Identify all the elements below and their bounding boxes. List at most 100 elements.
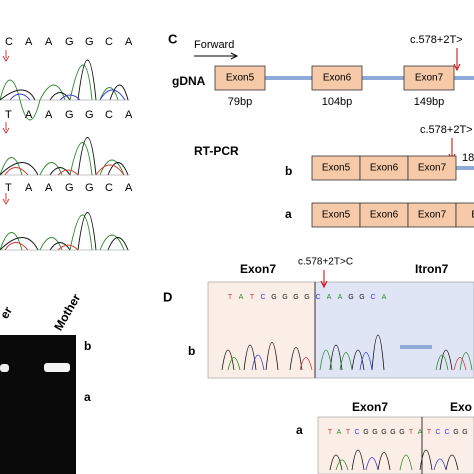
base: G	[65, 36, 74, 48]
exon-label: Exon7	[418, 210, 447, 221]
exon	[214, 65, 266, 91]
base: G	[348, 294, 353, 301]
region-label: Exon7	[240, 262, 276, 276]
base: C	[105, 109, 113, 121]
base: A	[327, 294, 332, 301]
chromatogram-d	[221, 334, 473, 371]
base: A	[125, 36, 133, 48]
mutation: c.578+2T>	[420, 124, 473, 136]
band	[0, 364, 9, 372]
panel-letter: C	[168, 31, 178, 46]
base: A	[125, 109, 133, 121]
base: G	[304, 294, 309, 301]
mutation-arrow	[320, 270, 328, 289]
gel	[0, 335, 76, 474]
base: A	[337, 429, 342, 436]
exon-size: 149bp	[414, 96, 445, 108]
base: C	[260, 294, 265, 301]
base: T	[250, 294, 255, 301]
region-label: Itron7	[415, 262, 449, 276]
exon-label: Exon6	[370, 163, 399, 174]
base: T	[5, 109, 12, 121]
row-label: b	[285, 164, 292, 178]
base: T	[346, 429, 351, 436]
exon-label: Exon6	[370, 210, 399, 221]
exon-label: Exon7	[415, 73, 444, 84]
exon-region	[317, 416, 474, 474]
exon	[455, 202, 474, 228]
row-label: b	[188, 344, 195, 358]
base: G	[372, 429, 377, 436]
chromatogram-d	[329, 449, 459, 471]
base: G	[359, 294, 364, 301]
base: C	[5, 36, 13, 48]
region-label: Exo	[450, 400, 472, 414]
base: T	[228, 294, 233, 301]
mutation-arrow	[453, 48, 461, 72]
row-label: a	[296, 423, 303, 437]
panel-letter: D	[163, 289, 172, 304]
base: C	[444, 429, 449, 436]
band-label: a	[84, 390, 91, 404]
mutation: c.578+2T>C	[298, 257, 353, 268]
base: G	[85, 109, 94, 121]
base: C	[370, 294, 375, 301]
base: G	[381, 429, 386, 436]
exon	[359, 155, 409, 181]
base: G	[85, 36, 94, 48]
lane-label: er	[0, 304, 15, 321]
base: A	[25, 36, 33, 48]
base: G	[462, 429, 467, 436]
band-label: b	[84, 339, 91, 353]
rtpcr-label: RT-PCR	[194, 144, 239, 158]
base: A	[239, 294, 244, 301]
exon	[403, 65, 455, 91]
exon-region	[207, 281, 316, 379]
base: G	[390, 429, 395, 436]
exon-label: Exo	[471, 210, 474, 221]
base: C	[435, 429, 440, 436]
base: C	[105, 182, 113, 194]
base: A	[45, 36, 53, 48]
base: G	[271, 294, 276, 301]
base: G	[453, 429, 458, 436]
size: 18	[462, 152, 474, 164]
exon-size: 79bp	[228, 96, 252, 108]
base: G	[282, 294, 287, 301]
gdna-label: gDNA	[172, 74, 206, 88]
lane-label: Mother	[51, 291, 83, 333]
exon-label: Exon5	[226, 73, 255, 84]
band	[44, 363, 70, 372]
exon-label: Exon6	[323, 73, 352, 84]
base: G	[65, 182, 74, 194]
base: T	[328, 429, 333, 436]
exon	[407, 155, 457, 181]
base: C	[315, 294, 320, 301]
base: T	[5, 182, 12, 194]
exon	[311, 65, 363, 91]
row-label: a	[285, 207, 292, 221]
base: A	[45, 182, 53, 194]
base: C	[354, 429, 359, 436]
forward-arrow	[194, 52, 239, 60]
base: G	[65, 109, 74, 121]
exon-size: 104bp	[322, 96, 353, 108]
base: G	[85, 182, 94, 194]
base: C	[105, 36, 113, 48]
base: A	[45, 109, 53, 121]
chromatograms	[0, 59, 130, 251]
exon	[311, 155, 361, 181]
base: A	[25, 182, 33, 194]
base: G	[363, 429, 368, 436]
exon	[407, 202, 457, 228]
mutation: c.578+2T>	[410, 34, 463, 46]
base: G	[399, 429, 404, 436]
base: A	[382, 294, 387, 301]
base: A	[125, 182, 133, 194]
region-label: Exon7	[352, 400, 388, 414]
exon-label: Exon5	[322, 163, 351, 174]
direction: Forward	[194, 39, 234, 51]
base: A	[418, 429, 423, 436]
base: G	[293, 294, 298, 301]
